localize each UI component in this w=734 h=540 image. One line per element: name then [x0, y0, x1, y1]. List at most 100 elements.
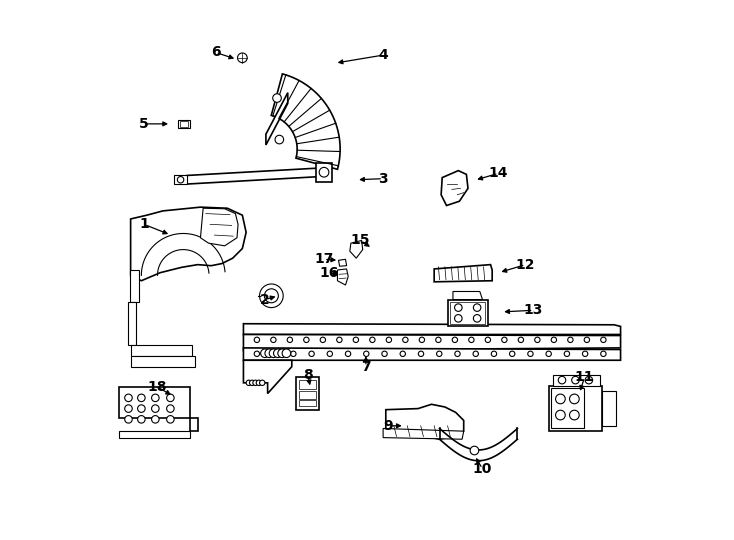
Circle shape	[491, 351, 497, 356]
Circle shape	[386, 337, 391, 342]
Circle shape	[572, 376, 579, 384]
Text: 17: 17	[314, 252, 334, 266]
Circle shape	[152, 405, 159, 413]
Circle shape	[269, 349, 278, 357]
Polygon shape	[244, 334, 620, 350]
Circle shape	[178, 177, 184, 183]
Circle shape	[584, 337, 589, 342]
Circle shape	[265, 349, 274, 357]
Circle shape	[473, 304, 481, 312]
Text: 16: 16	[320, 266, 339, 280]
Bar	[448, 300, 488, 326]
Circle shape	[418, 351, 424, 356]
Circle shape	[260, 380, 265, 386]
Polygon shape	[131, 207, 246, 281]
Circle shape	[152, 394, 159, 402]
Circle shape	[353, 337, 358, 342]
Circle shape	[400, 351, 405, 356]
Bar	[299, 400, 316, 407]
Circle shape	[452, 337, 457, 342]
Polygon shape	[200, 208, 238, 246]
Bar	[299, 380, 316, 389]
Text: 3: 3	[378, 172, 388, 186]
Circle shape	[556, 410, 565, 420]
Text: 5: 5	[139, 117, 149, 131]
Circle shape	[304, 337, 309, 342]
Polygon shape	[128, 302, 136, 345]
Circle shape	[167, 405, 174, 413]
Circle shape	[327, 351, 333, 356]
Circle shape	[125, 405, 132, 413]
Text: 12: 12	[516, 258, 535, 272]
Circle shape	[252, 380, 258, 386]
Circle shape	[518, 337, 523, 342]
Bar	[296, 377, 319, 410]
Circle shape	[473, 351, 479, 356]
Circle shape	[570, 410, 579, 420]
Polygon shape	[266, 93, 288, 145]
Polygon shape	[383, 428, 464, 439]
Circle shape	[583, 351, 588, 356]
Circle shape	[272, 351, 277, 356]
Circle shape	[256, 380, 261, 386]
Circle shape	[370, 337, 375, 342]
Circle shape	[261, 349, 269, 357]
Polygon shape	[129, 270, 139, 302]
Bar	[299, 391, 316, 400]
Polygon shape	[244, 360, 292, 394]
Circle shape	[291, 351, 296, 356]
Text: 4: 4	[378, 48, 388, 62]
Circle shape	[556, 394, 565, 404]
Circle shape	[363, 351, 369, 356]
Circle shape	[167, 394, 174, 402]
Polygon shape	[272, 74, 340, 169]
Circle shape	[309, 351, 314, 356]
Circle shape	[509, 351, 515, 356]
Polygon shape	[131, 356, 195, 367]
Text: 15: 15	[351, 233, 371, 247]
Polygon shape	[174, 176, 187, 184]
Circle shape	[528, 351, 533, 356]
Circle shape	[473, 315, 481, 322]
Polygon shape	[119, 431, 189, 438]
Circle shape	[274, 349, 282, 357]
Circle shape	[246, 380, 252, 386]
Polygon shape	[386, 404, 464, 439]
Text: 1: 1	[139, 217, 149, 231]
Circle shape	[167, 416, 174, 423]
Circle shape	[469, 337, 474, 342]
Circle shape	[382, 351, 388, 356]
Text: 18: 18	[148, 380, 167, 394]
Bar	[450, 302, 485, 323]
Polygon shape	[553, 375, 600, 386]
Text: 11: 11	[575, 370, 595, 384]
Circle shape	[567, 337, 573, 342]
Bar	[548, 386, 603, 431]
Circle shape	[238, 53, 247, 63]
Polygon shape	[119, 387, 198, 431]
Circle shape	[319, 167, 329, 177]
Circle shape	[600, 351, 606, 356]
Bar	[180, 121, 188, 126]
Circle shape	[559, 376, 566, 384]
Circle shape	[137, 405, 145, 413]
Circle shape	[585, 376, 592, 384]
Circle shape	[254, 337, 260, 342]
Text: 8: 8	[303, 368, 313, 382]
Circle shape	[320, 337, 326, 342]
Bar	[551, 388, 584, 428]
Text: 14: 14	[489, 166, 509, 180]
Polygon shape	[453, 292, 482, 300]
Text: 13: 13	[524, 303, 543, 318]
Circle shape	[454, 304, 462, 312]
Text: 10: 10	[473, 462, 493, 476]
Circle shape	[137, 416, 145, 423]
Polygon shape	[338, 259, 346, 266]
Bar	[178, 119, 189, 128]
Circle shape	[437, 351, 442, 356]
Circle shape	[287, 337, 293, 342]
Circle shape	[264, 289, 278, 303]
Polygon shape	[244, 348, 620, 360]
Circle shape	[282, 349, 291, 357]
Circle shape	[250, 380, 255, 386]
